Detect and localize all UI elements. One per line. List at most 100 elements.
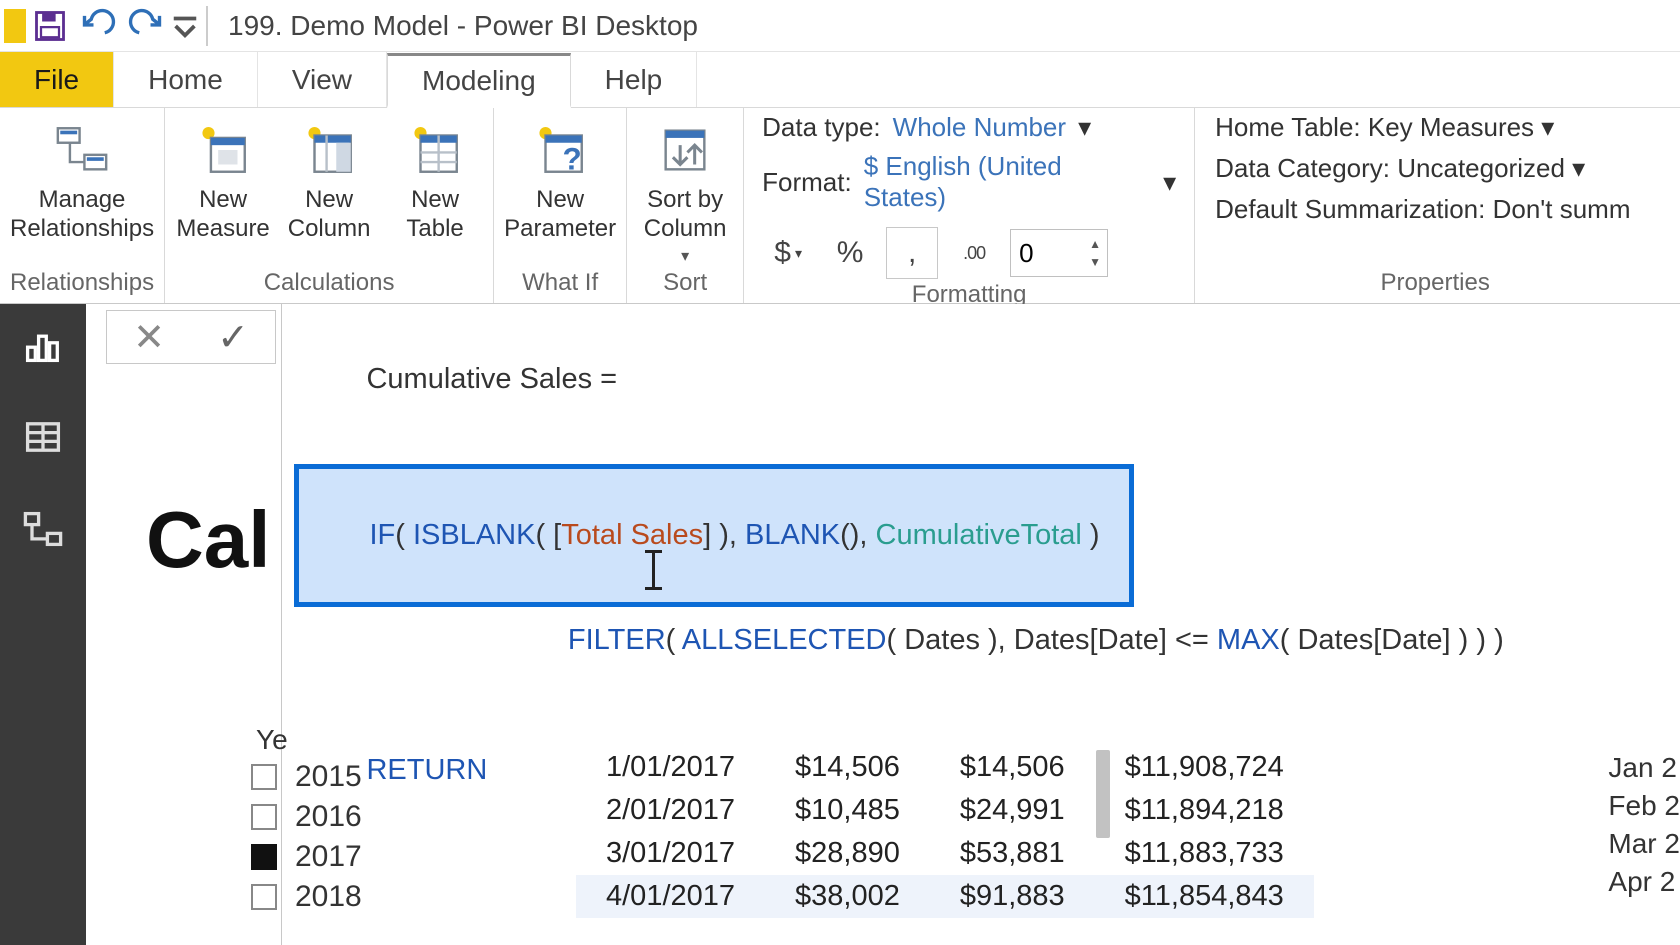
decimal-icon: .00: [948, 227, 1000, 279]
main-area: ✕ ✓ Cal Cumulative Sales = VAR Cumulativ…: [0, 304, 1680, 945]
ribbon-group-properties: Home Table: Key Measures ▾ Data Category…: [1195, 108, 1675, 303]
decimal-places-stepper[interactable]: ▲ ▼: [1010, 229, 1108, 277]
checkbox-icon[interactable]: [251, 764, 277, 790]
data-type-label: Data type:: [762, 112, 881, 143]
model-icon: [21, 507, 65, 551]
home-table-label: Home Table:: [1215, 112, 1361, 142]
step-down-icon[interactable]: ▼: [1083, 253, 1107, 271]
month-label: Jan 2: [1608, 752, 1680, 784]
model-view-button[interactable]: [12, 498, 74, 560]
tab-view[interactable]: View: [258, 52, 387, 107]
data-category-dropdown[interactable]: Data Category: Uncategorized ▾: [1215, 153, 1655, 184]
default-summarization-dropdown[interactable]: Default Summarization: Don't summ: [1215, 194, 1655, 225]
new-column-label: New Column: [288, 186, 371, 244]
data-view-button[interactable]: [12, 406, 74, 468]
month-label: Feb 2: [1608, 790, 1680, 822]
title-bar: 199. Demo Model - Power BI Desktop: [0, 0, 1680, 52]
slicer-label: 2017: [295, 840, 362, 874]
new-table-icon: [403, 118, 467, 182]
table-cell: $10,485: [765, 789, 930, 832]
new-parameter-button[interactable]: ? New Parameter: [504, 112, 616, 244]
new-column-icon: [297, 118, 361, 182]
ribbon-group-formatting: Data type: Whole Number ▾ Format: $ Engl…: [744, 108, 1195, 303]
ribbon: Manage Relationships Relationships New M…: [0, 108, 1680, 304]
ribbon-group-label: What If: [504, 267, 616, 301]
percent-format-button[interactable]: %: [824, 227, 876, 279]
chevron-down-icon: [170, 8, 200, 44]
chevron-down-icon: ▾: [1541, 112, 1554, 142]
code-line: Cumulative Sales =: [302, 314, 1660, 445]
summarization-value: Don't summ: [1493, 194, 1631, 224]
manage-relationships-button[interactable]: Manage Relationships: [10, 112, 154, 244]
redo-button[interactable]: [122, 2, 170, 50]
slicer-item[interactable]: 2016: [251, 800, 362, 834]
tab-modeling[interactable]: Modeling: [387, 53, 571, 108]
table-icon: [21, 415, 65, 459]
thousands-separator-button[interactable]: ,: [886, 227, 938, 279]
new-measure-button[interactable]: New Measure: [175, 112, 271, 244]
chevron-down-icon: ▾: [1078, 112, 1091, 143]
sort-by-column-label: Sort by Column: [644, 186, 727, 244]
table-cell: 2/01/2017: [576, 789, 765, 832]
sort-by-column-button[interactable]: Sort by Column ▾: [637, 112, 733, 266]
undo-button[interactable]: [74, 2, 122, 50]
formula-bar-controls: ✕ ✓: [106, 310, 276, 364]
format-value: $ English (United States): [864, 151, 1151, 213]
new-table-button[interactable]: New Table: [387, 112, 483, 244]
table-cell: $11,854,843: [1095, 875, 1314, 918]
ribbon-group-label: Properties: [1205, 267, 1665, 301]
text-caret-icon: [652, 550, 655, 590]
sort-icon: [653, 118, 717, 182]
data-table: 1/01/2017$14,506$14,506$11,908,7242/01/2…: [576, 746, 1314, 918]
format-label: Format:: [762, 167, 852, 198]
table-row[interactable]: 1/01/2017$14,506$14,506$11,908,724: [576, 746, 1314, 789]
cancel-formula-button[interactable]: ✕: [133, 315, 165, 360]
commit-formula-button[interactable]: ✓: [217, 315, 249, 360]
tab-file[interactable]: File: [0, 52, 114, 107]
table-cell: $11,883,733: [1095, 832, 1314, 875]
tab-home[interactable]: Home: [114, 52, 258, 107]
chevron-down-icon: ▾: [681, 246, 689, 266]
data-type-dropdown[interactable]: Data type: Whole Number ▾: [762, 112, 1176, 143]
home-table-dropdown[interactable]: Home Table: Key Measures ▾: [1215, 112, 1655, 143]
table-row[interactable]: 3/01/2017$28,890$53,881$11,883,733: [576, 832, 1314, 875]
table-cell: $11,894,218: [1095, 789, 1314, 832]
ribbon-group-label: Sort: [637, 267, 733, 301]
slicer-item[interactable]: 2018: [251, 880, 362, 914]
slicer-label: 2015: [295, 760, 362, 794]
manage-relationships-label: Manage Relationships: [10, 186, 154, 244]
slicer-item[interactable]: 2017: [251, 840, 362, 874]
data-type-value: Whole Number: [893, 112, 1066, 143]
year-slicer[interactable]: 2015 2016 2017 2018: [251, 760, 362, 914]
checkbox-icon[interactable]: [251, 804, 277, 830]
tab-help[interactable]: Help: [571, 52, 698, 107]
step-up-icon[interactable]: ▲: [1083, 235, 1107, 253]
ribbon-group-sort: Sort by Column ▾ Sort: [627, 108, 744, 303]
checkbox-icon[interactable]: [251, 844, 277, 870]
ribbon-group-relationships: Manage Relationships Relationships: [0, 108, 165, 303]
ribbon-group-whatif: ? New Parameter What If: [494, 108, 627, 303]
format-dropdown[interactable]: Format: $ English (United States) ▾: [762, 151, 1176, 213]
currency-format-button[interactable]: $ ▾: [762, 227, 814, 279]
table-cell: $14,506: [930, 746, 1095, 789]
decimal-places-input[interactable]: [1011, 231, 1083, 275]
new-parameter-label: New Parameter: [504, 186, 616, 244]
new-column-button[interactable]: New Column: [281, 112, 377, 244]
month-list: Jan 2Feb 2Mar 2Apr 2: [1588, 752, 1680, 898]
data-category-label: Data Category:: [1215, 153, 1390, 183]
table-cell: 4/01/2017: [576, 875, 765, 918]
table-row[interactable]: 4/01/2017$38,002$91,883$11,854,843: [576, 875, 1314, 918]
app-badge-icon: [4, 9, 26, 43]
scrollbar-thumb[interactable]: [1096, 750, 1110, 838]
table-cell: $38,002: [765, 875, 930, 918]
checkbox-icon[interactable]: [251, 884, 277, 910]
qat-customize-button[interactable]: [170, 2, 200, 50]
data-category-value: Uncategorized: [1397, 153, 1565, 183]
save-button[interactable]: [26, 2, 74, 50]
chevron-down-icon: ▾: [1572, 153, 1585, 183]
table-row[interactable]: 2/01/2017$10,485$24,991$11,894,218: [576, 789, 1314, 832]
month-label: Apr 2: [1608, 866, 1680, 898]
title-separator: [206, 6, 208, 46]
report-view-button[interactable]: [12, 314, 74, 376]
slicer-item[interactable]: 2015: [251, 760, 362, 794]
